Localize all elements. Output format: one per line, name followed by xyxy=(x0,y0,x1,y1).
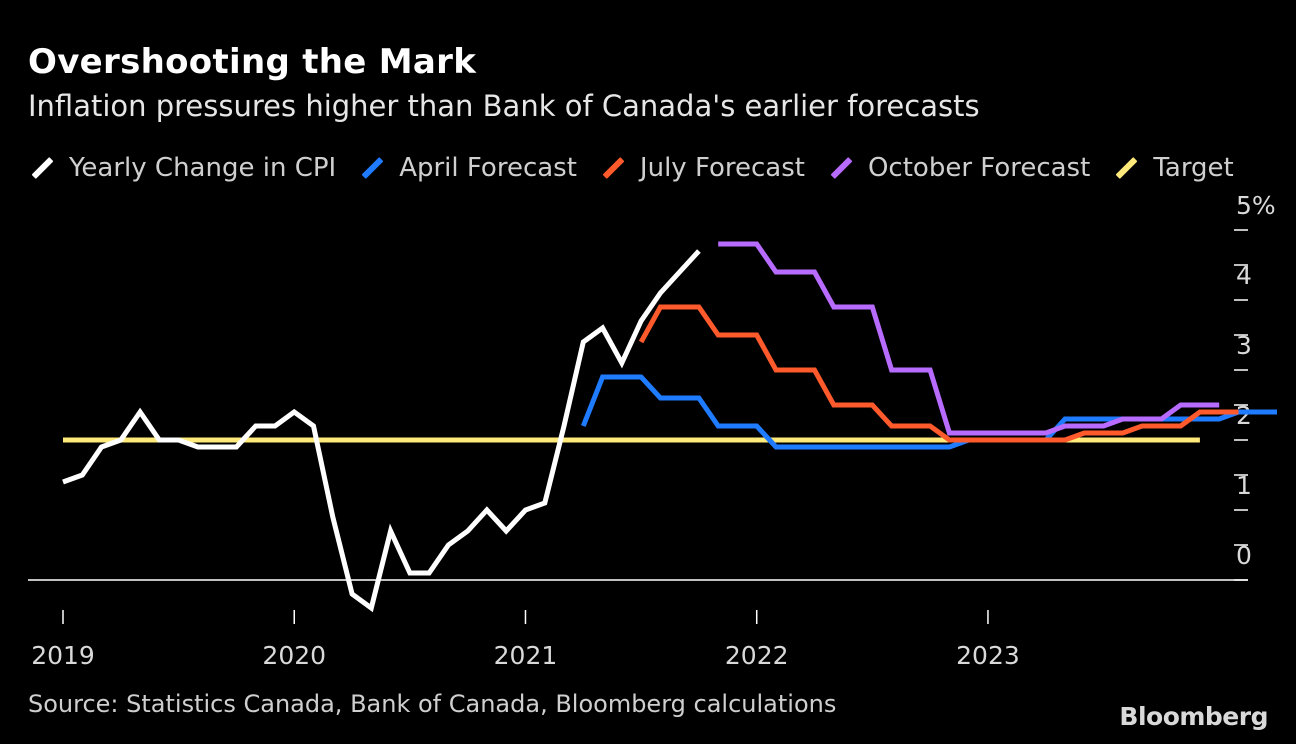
legend-item-july: July Forecast xyxy=(599,153,805,183)
series-line-july-forecast xyxy=(638,304,1239,443)
legend-item-cpi: Yearly Change in CPI xyxy=(28,153,336,183)
legend-label-cpi: Yearly Change in CPI xyxy=(69,153,337,183)
x-tick-label: 2022 xyxy=(725,641,789,670)
legend-item-october: October Forecast xyxy=(827,153,1090,183)
series-line-yearly-change-in-cpi xyxy=(62,249,701,613)
y-tick-label: 2 xyxy=(1236,401,1252,430)
x-tick-label: 2020 xyxy=(262,641,326,670)
x-tick-label: 2023 xyxy=(956,641,1020,670)
x-tick-label: 2019 xyxy=(31,641,95,670)
legend-label-october: October Forecast xyxy=(867,153,1091,183)
chart-subtitle: Inflation pressures higher than Bank of … xyxy=(28,89,980,123)
legend-item-target: Target xyxy=(1112,153,1234,183)
x-tick-label: 2021 xyxy=(494,641,558,670)
series-line-october-forecast xyxy=(718,241,1220,436)
legend-label-july: July Forecast xyxy=(639,153,805,183)
legend-label-target: Target xyxy=(1153,153,1234,183)
y-tick-label: 4 xyxy=(1236,261,1252,290)
y-tick-label: 1 xyxy=(1236,471,1252,500)
legend-item-april: April Forecast xyxy=(358,153,577,183)
y-tick-label: 5% xyxy=(1236,191,1276,220)
y-tick-label: 0 xyxy=(1236,541,1252,570)
bloomberg-logo: Bloomberg xyxy=(1119,702,1268,731)
legend: Yearly Change in CPI April Forecast July… xyxy=(28,150,1256,186)
legend-label-april: April Forecast xyxy=(399,153,577,183)
chart-title: Overshooting the Mark xyxy=(28,42,477,82)
y-tick-label: 3 xyxy=(1236,331,1252,360)
source-note: Source: Statistics Canada, Bank of Canad… xyxy=(28,690,837,718)
